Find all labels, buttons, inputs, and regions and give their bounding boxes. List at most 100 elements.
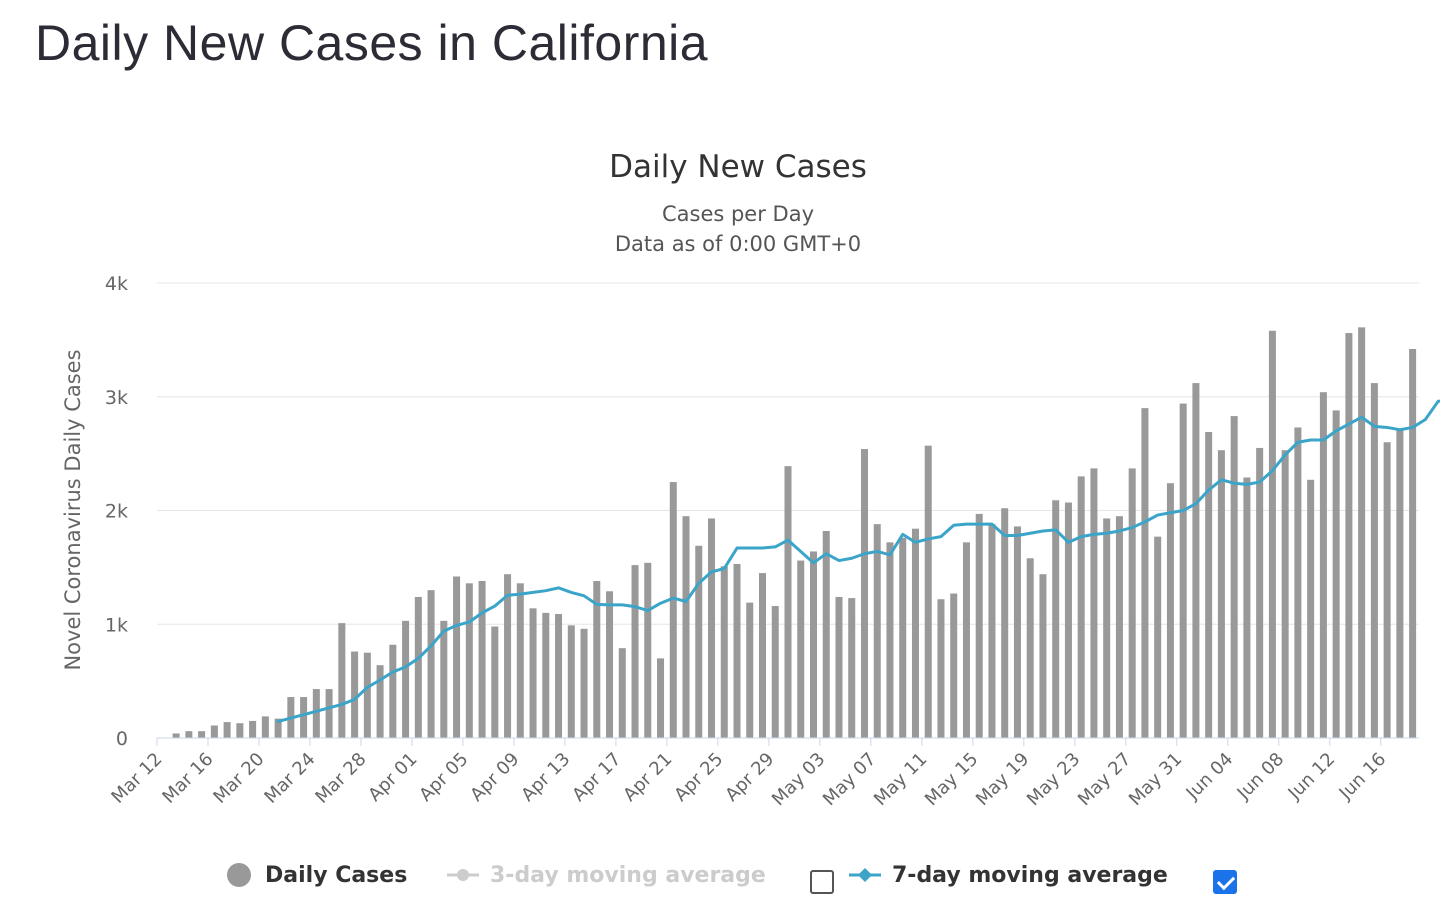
x-tick-label: Mar 20 — [209, 749, 268, 808]
y-axis-ticks: 0 1k 2k 3k 4k — [105, 273, 128, 750]
daily-cases-bar — [376, 665, 384, 738]
daily-cases-bar — [491, 626, 499, 738]
daily-cases-bar — [1281, 450, 1289, 738]
daily-cases-bar — [427, 590, 435, 739]
x-tick-label: May 19 — [972, 749, 1033, 810]
legend-item-daily-cases[interactable]: Daily Cases — [226, 862, 407, 888]
daily-cases-bar — [835, 596, 843, 738]
daily-cases-bar — [631, 565, 639, 738]
daily-cases-bar — [720, 566, 728, 738]
daily-cases-bar — [1268, 330, 1276, 738]
x-tick-label: May 27 — [1074, 749, 1135, 810]
daily-cases-bar — [1064, 502, 1072, 738]
x-tick-label: May 23 — [1023, 749, 1084, 810]
daily-cases-bar — [771, 606, 779, 738]
daily-cases-bar — [593, 581, 601, 738]
daily-cases-bar — [886, 542, 894, 738]
daily-cases-bar — [478, 581, 486, 738]
legend-circle-icon — [227, 863, 251, 887]
daily-cases-bar — [1383, 442, 1391, 738]
toggle-3-day-average-checkbox[interactable] — [810, 870, 834, 894]
daily-cases-bar — [860, 449, 868, 738]
x-tick-label: May 11 — [870, 749, 931, 810]
daily-cases-bar — [1039, 574, 1047, 738]
y-tick-label: 2k — [105, 501, 128, 523]
legend-line-marker-icon — [447, 869, 479, 881]
x-tick-label: Mar 28 — [311, 749, 370, 808]
daily-cases-bar — [249, 720, 257, 738]
legend-item-3-day-average[interactable]: 3-day moving average — [446, 862, 766, 888]
daily-cases-bar — [873, 524, 881, 738]
daily-cases-bar — [1205, 432, 1213, 738]
daily-cases-bar — [822, 530, 830, 738]
daily-cases-bar — [223, 722, 231, 738]
daily-cases-bar — [682, 516, 690, 738]
daily-cases-bar — [733, 563, 741, 738]
x-tick-label: Jun 04 — [1182, 749, 1238, 805]
page-title: Daily New Cases in California — [35, 15, 709, 71]
daily-cases-bar — [975, 513, 983, 738]
x-tick-label: May 15 — [921, 749, 982, 810]
toggle-7-day-average-checkbox[interactable] — [1213, 870, 1237, 894]
x-tick-label: Apr 09 — [466, 749, 523, 806]
daily-cases-bar — [414, 596, 422, 738]
daily-cases-bar — [1166, 483, 1174, 738]
daily-cases-bar — [1396, 429, 1404, 738]
daily-cases-bar — [1217, 450, 1225, 738]
daily-cases-bar — [1001, 508, 1009, 738]
daily-cases-bar — [1409, 348, 1417, 738]
daily-cases-bar — [924, 445, 932, 738]
daily-cases-bar — [504, 574, 512, 738]
daily-cases-bar — [555, 614, 563, 738]
daily-cases-bar — [784, 466, 792, 738]
x-tick-label: Apr 13 — [517, 749, 574, 806]
seven-day-average-line — [276, 399, 1440, 724]
x-tick-label: Apr 21 — [619, 749, 676, 806]
daily-cases-bar — [962, 542, 970, 738]
daily-cases-bar — [172, 733, 180, 738]
x-tick-label: Apr 17 — [568, 749, 625, 806]
daily-cases-bar — [708, 518, 716, 738]
daily-cases-bar — [198, 731, 206, 738]
seven-day-average-path — [276, 399, 1440, 724]
daily-cases-bar — [1307, 479, 1315, 738]
x-tick-label: May 07 — [819, 749, 880, 810]
daily-cases-bar — [465, 583, 473, 738]
y-tick-label: 1k — [105, 614, 128, 636]
daily-cases-bar — [1230, 416, 1238, 738]
daily-cases-bar — [669, 482, 677, 738]
daily-cases-bar — [1256, 447, 1264, 738]
legend-item-7-day-average[interactable]: 7-day moving average — [848, 862, 1168, 888]
daily-cases-bar — [937, 599, 945, 738]
daily-cases-bar — [911, 528, 919, 738]
daily-cases-bar — [618, 648, 626, 738]
daily-cases-bar — [312, 689, 320, 738]
daily-cases-bar — [759, 573, 767, 738]
daily-cases-bar — [274, 718, 282, 738]
daily-cases-bar — [1077, 476, 1085, 739]
legend-label-daily-cases: Daily Cases — [265, 862, 408, 888]
daily-cases-bar — [338, 623, 346, 738]
legend-line-diamond-icon — [849, 868, 881, 882]
daily-cases-bar — [363, 652, 371, 738]
daily-cases-bar — [325, 689, 333, 738]
x-tick-label: Apr 01 — [364, 749, 421, 806]
daily-cases-bar — [1358, 327, 1366, 738]
daily-cases-bar — [848, 598, 856, 738]
daily-cases-bar — [644, 562, 652, 738]
daily-cases-bar — [1090, 468, 1098, 738]
y-tick-label: 4k — [105, 273, 128, 295]
daily-cases-bar — [1103, 518, 1111, 738]
daily-cases-bar — [567, 625, 575, 738]
daily-cases-bar — [542, 612, 550, 739]
daily-cases-bar — [1141, 408, 1149, 739]
y-tick-label: 3k — [105, 387, 128, 409]
daily-cases-bar — [1154, 536, 1162, 738]
daily-cases-bar — [606, 591, 614, 738]
daily-cases-bar — [580, 628, 588, 738]
legend-label-3-day-average: 3-day moving average — [490, 862, 766, 888]
daily-cases-bar — [389, 644, 397, 738]
y-axis-title: Novel Coronavirus Daily Cases — [61, 349, 85, 670]
daily-cases-bar — [797, 560, 805, 738]
daily-cases-bar — [1026, 558, 1034, 738]
